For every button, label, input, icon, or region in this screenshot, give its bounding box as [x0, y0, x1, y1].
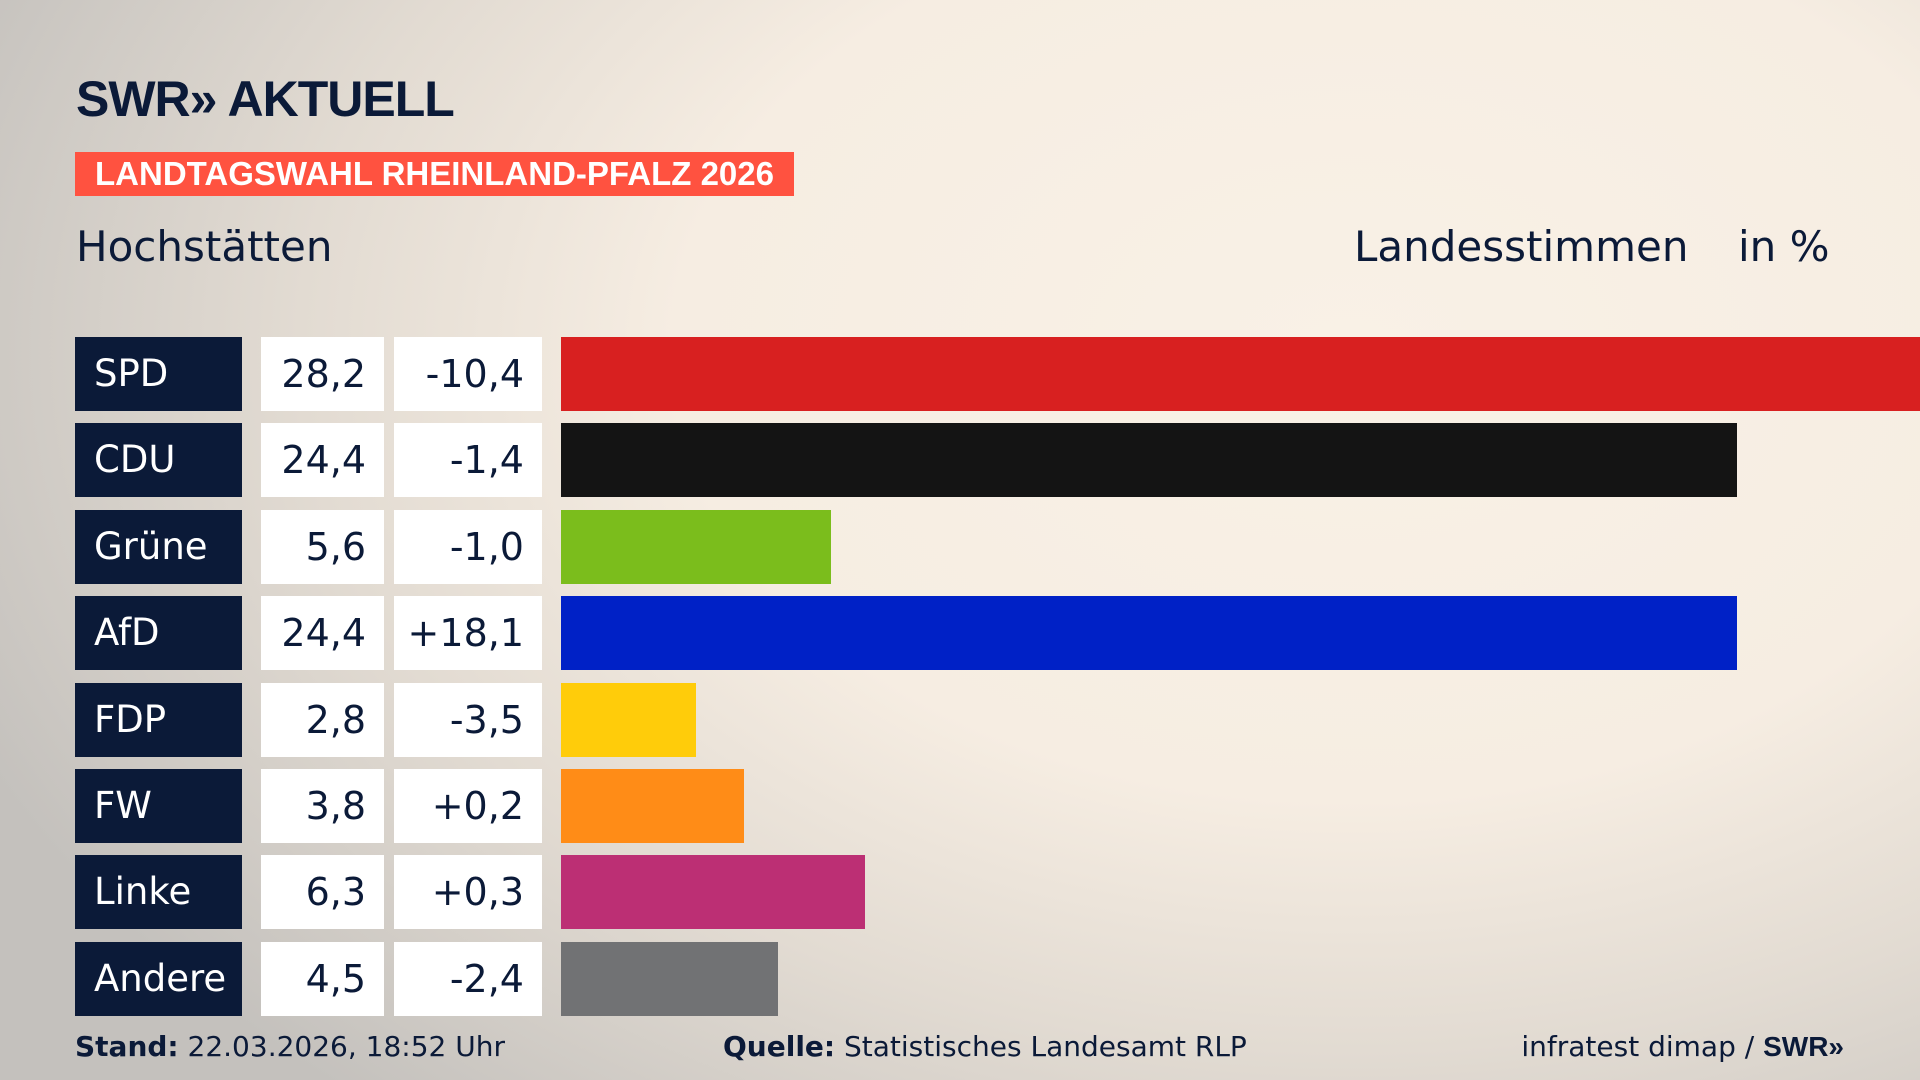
party-diff: +0,2 — [394, 769, 542, 843]
party-bar — [561, 509, 831, 584]
party-diff: +0,3 — [394, 855, 542, 930]
source-label: Quelle: — [723, 1030, 836, 1063]
stand-value: 22.03.2026, 18:52 Uhr — [187, 1030, 505, 1063]
party-bar — [561, 941, 778, 1016]
party-bar — [561, 682, 696, 757]
party-value: 24,4 — [261, 423, 384, 498]
party-value: 4,5 — [261, 941, 384, 1016]
party-name: Linke — [75, 855, 242, 930]
party-diff: -1,0 — [394, 509, 542, 584]
party-name: AfD — [75, 596, 242, 671]
footer-source: Quelle: Statistisches Landesamt RLP — [723, 1030, 1247, 1063]
party-bar — [561, 596, 1737, 671]
stand-label: Stand: — [75, 1030, 179, 1063]
party-value: 2,8 — [261, 682, 384, 757]
footer-stand: Stand: 22.03.2026, 18:52 Uhr — [75, 1030, 505, 1063]
party-name: CDU — [75, 423, 242, 498]
party-bar — [561, 337, 1920, 411]
party-name: Andere — [75, 941, 242, 1016]
party-bar — [561, 855, 865, 930]
party-bar — [561, 769, 745, 843]
election-banner: LANDTAGSWAHL RHEINLAND-PFALZ 2026 — [75, 152, 794, 196]
swr-small-logo: SWR» — [1763, 1031, 1844, 1062]
party-value: 24,4 — [261, 596, 384, 671]
swr-aktuell-logo: SWR» AKTUELL — [76, 71, 455, 127]
measure-label: Landesstimmen — [1354, 222, 1689, 271]
party-name: Grüne — [75, 509, 242, 584]
party-name: SPD — [75, 337, 242, 411]
party-diff: -10,4 — [394, 337, 542, 411]
party-diff: +18,1 — [394, 596, 542, 671]
party-name: FW — [75, 769, 242, 843]
party-bar — [561, 423, 1737, 498]
party-value: 5,6 — [261, 509, 384, 584]
party-diff: -3,5 — [394, 682, 542, 757]
footer-credit: infratest dimap / SWR» — [1521, 1030, 1844, 1063]
unit-label: in % — [1738, 222, 1830, 271]
place-title: Hochstätten — [76, 222, 333, 271]
party-value: 3,8 — [261, 769, 384, 843]
party-value: 28,2 — [261, 337, 384, 411]
party-diff: -1,4 — [394, 423, 542, 498]
party-value: 6,3 — [261, 855, 384, 930]
credit-text: infratest dimap / — [1521, 1030, 1764, 1063]
party-name: FDP — [75, 682, 242, 757]
party-diff: -2,4 — [394, 941, 542, 1016]
source-value: Statistisches Landesamt RLP — [844, 1030, 1247, 1063]
